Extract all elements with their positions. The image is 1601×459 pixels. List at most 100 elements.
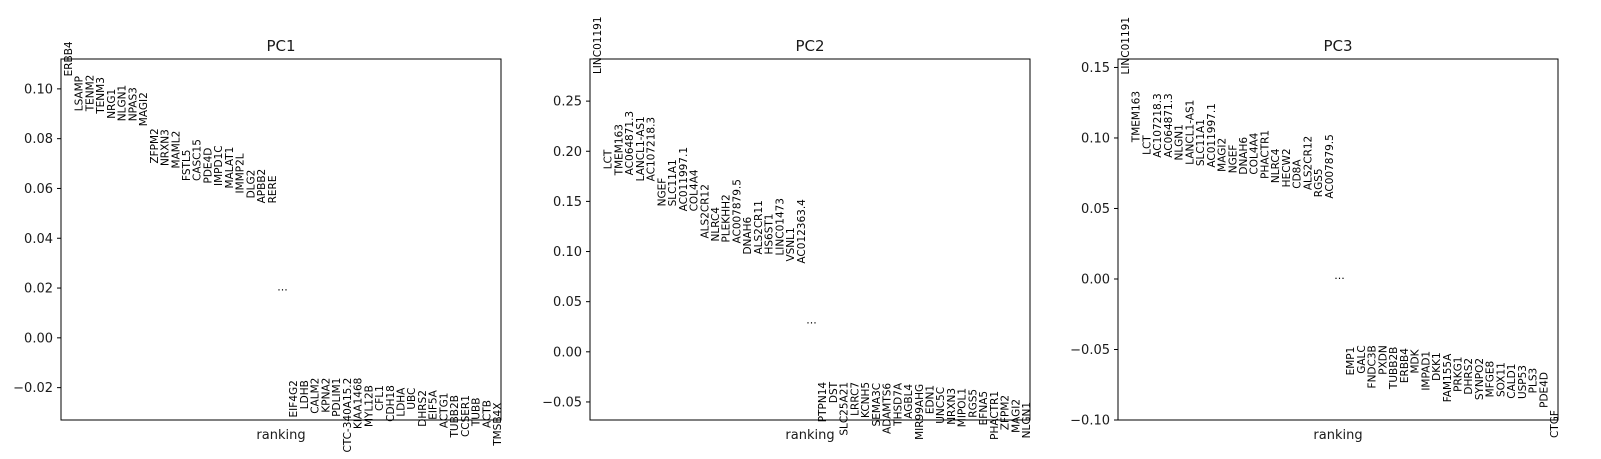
pc3-top-gene-label: AC011997.1 [1206, 103, 1218, 167]
pc2-bottom-gene-label: AGBL4 [903, 384, 915, 419]
pc2-bottom-gene-label: MIR99AHG [914, 384, 926, 440]
pc3-bottom-gene-label: FNDC3B [1367, 345, 1379, 388]
pc1-top-gene-label: NPAS3 [127, 87, 139, 121]
pc2-bottom-gene-label: NLGN1 [1021, 402, 1033, 438]
pc1-top-gene-label: MALAT1 [224, 147, 236, 189]
pc3-top-gene-label: CD8A [1292, 159, 1304, 189]
pc2-top-gene-label: AC064871.3 [624, 111, 636, 175]
pc1-bottom-gene-label: TUBB2B [449, 395, 461, 438]
pc3-bottom-gene-label: ERBB4 [1399, 348, 1411, 383]
pc3-bottom-gene-label: USP53 [1517, 365, 1529, 399]
pc1-top-gene-label: MAGI2 [138, 92, 150, 126]
pc1-bottom-gene-label: TUBB [471, 398, 483, 428]
pc2-bottom-gene-label: PHACTR1 [989, 391, 1001, 440]
pc1-bottom-gene-label: LDHB [299, 380, 311, 409]
pc3-bottom-gene-label: DHRS2 [1463, 358, 1475, 395]
pc3-top-gene-label: NLRC4 [1270, 148, 1282, 183]
pc1-bottom-gene-label: CCSER1 [460, 395, 472, 437]
pc1-bottom-gene-label: EIF4G2 [288, 380, 300, 417]
pc3-top-gene-label: NLGN1 [1174, 124, 1186, 160]
pc2-bottom-gene-label: EFNA5 [978, 391, 990, 425]
pc1-bottom-gene-label: CALM2 [310, 378, 322, 414]
pc1-axes-frame [60, 58, 502, 421]
pc3-bottom-gene-label: IMPAD1 [1420, 351, 1432, 391]
pc1-y-tick-label: 0.02 [24, 282, 53, 297]
pc3-top-gene-label: TMEM163 [1131, 91, 1143, 143]
pc1-bottom-gene-label: CTC-340A15.2 [342, 378, 354, 453]
pc1-top-gene-label: APBB2 [256, 169, 268, 204]
pc3-top-gene-label: RGS5 [1313, 168, 1325, 197]
pc2-panel: PC2 ranking −0.05 0.00 0.05 0.10 0.15 0.20 0.25 L… [542, 16, 1033, 443]
pc3-bottom-gene-label: FAM155A [1442, 353, 1454, 402]
pc2-bottom-gene-label: ZFPM2 [1000, 395, 1012, 430]
pc3-bottom-gene-label: MFGE8 [1485, 361, 1497, 398]
pc2-top-gene-label: SLC11A1 [667, 159, 679, 206]
pc3-y-tick-label: 0.15 [1081, 61, 1110, 76]
pc1-bottom-gene-label: DHRS2 [417, 390, 429, 427]
pc3-y-tick-label: 0.05 [1081, 202, 1110, 217]
pc3-y-tick-label: 0.00 [1081, 272, 1110, 287]
pc3-y-tick-label: −0.10 [1070, 414, 1110, 429]
pc3-top-gene-label: MAGI2 [1217, 138, 1229, 172]
pc2-x-axis-label: ranking [785, 428, 834, 443]
pc1-top-gene-label: TENM2 [84, 75, 96, 113]
pc1-y-tick-label: 0.00 [24, 331, 53, 346]
pc1-bottom-gene-label: CDH18 [385, 385, 397, 422]
pc2-y-tick-label: 0.20 [553, 145, 582, 160]
pc1-title: PC1 [266, 37, 295, 55]
pc1-top-gene-label: MAML2 [170, 131, 182, 169]
pc3-top-gene-label: DNAH6 [1238, 137, 1250, 175]
pc2-y-tick-label: 0.10 [553, 245, 582, 260]
pc1-bottom-gene-label: MYL12B [363, 385, 375, 427]
pc1-y-tick-label: 0.06 [24, 182, 53, 197]
pc1-bottom-gene-label: ACTG1 [438, 393, 450, 429]
pc1-bottom-gene-label: KPNA2 [320, 378, 332, 413]
pc3-ellipsis: ... [1334, 269, 1345, 282]
pc3-x-axis-label: ranking [1313, 428, 1362, 443]
pc3-axes-frame [1117, 58, 1559, 421]
pc1-x-axis-label: ranking [256, 428, 305, 443]
pc2-top-gene-label: AC107218.3 [646, 117, 658, 181]
pc1-y-tick-label: 0.08 [24, 132, 53, 147]
pc3-bottom-gene-label: GALC [1356, 345, 1368, 374]
pc1-top-gene-label: TENM3 [95, 77, 107, 115]
pc1-bottom-gene-label: UBC [406, 388, 418, 410]
pc3-bottom-gene-label: SOX11 [1495, 362, 1507, 397]
pc1-top-gene-label: NRG1 [106, 89, 118, 119]
pc3-top-gene-label: LANCL1-AS1 [1184, 100, 1196, 165]
pc3-panel: PC3 ranking −0.10 −0.05 0.00 0.05 0.10 0.15 LINC… [1070, 17, 1561, 443]
pc2-y-tick-label: −0.05 [542, 395, 582, 410]
pc3-bottom-gene-label: SYNPO2 [1474, 358, 1486, 400]
pc3-top-gene-label: AC064871.3 [1163, 93, 1175, 157]
pc1-top-gene-label: ERBB4 [63, 41, 75, 76]
pc3-title: PC3 [1323, 37, 1352, 55]
pc3-top-gene-label: AC007879.5 [1324, 134, 1336, 198]
pc2-title: PC2 [795, 37, 824, 55]
pc1-top-gene-label: FSTL5 [181, 150, 193, 181]
pc2-y-tick-label: 0.25 [553, 95, 582, 110]
pc1-top-gene-label: LSAMP [74, 76, 86, 111]
pc2-y-tick-label: 0.05 [553, 295, 582, 310]
pc3-y-tick-label: 0.10 [1081, 131, 1110, 146]
pc3-top-gene-label: NGEF [1227, 145, 1239, 174]
pc2-bottom-gene-label: EDN1 [924, 385, 936, 414]
pc1-bottom-gene-label: LDHA [395, 387, 407, 417]
pc3-top-gene-label: ALS2CR12 [1302, 136, 1314, 190]
pc2-top-gene-label: ALS2CR11 [753, 200, 765, 254]
pc1-bottom-gene-label: EIF5A [428, 389, 440, 419]
pc3-bottom-gene-label: EMP1 [1345, 347, 1357, 376]
pc3-bottom-gene-label: TUBB2B [1388, 347, 1400, 390]
pc2-top-gene-label: LANCL1-AS1 [635, 116, 647, 181]
pc1-top-gene-label: ZFPM2 [149, 128, 161, 163]
pc2-ellipsis: ... [806, 314, 817, 327]
pc2-bottom-gene-label: MIPOL1 [957, 388, 969, 427]
pc3-top-gene-label: SLC11A1 [1195, 119, 1207, 166]
pc2-bottom-gene-label: SLC25A21 [839, 382, 851, 436]
pc1-y-tick-label: −0.02 [13, 381, 53, 396]
pc2-bottom-gene-label: RGS5 [967, 389, 979, 418]
pc1-panel: PC1 ranking −0.02 0.00 0.02 0.04 0.06 0.08 0.10 E… [13, 37, 504, 453]
pc3-top-gene-label: PHACTR1 [1259, 130, 1271, 179]
pc2-bottom-gene-label: LRRC7 [849, 382, 861, 416]
pc2-top-gene-label: AC012363.4 [796, 199, 808, 264]
